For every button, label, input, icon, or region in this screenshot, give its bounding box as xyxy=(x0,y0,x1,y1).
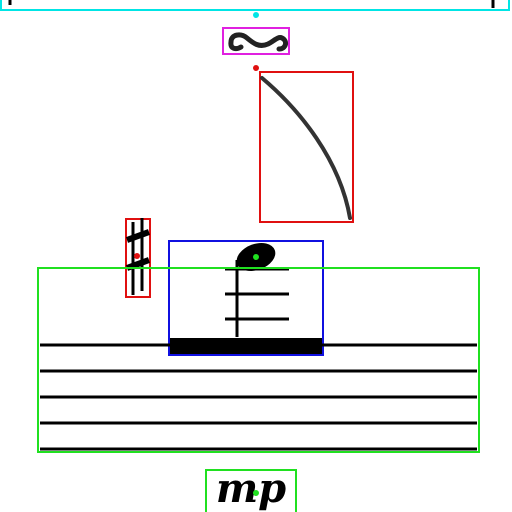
turn-box xyxy=(222,27,290,55)
note xyxy=(168,240,324,356)
dynamic-text: mp xyxy=(216,465,286,512)
turn-icon xyxy=(228,32,289,52)
notehead-anchor xyxy=(253,254,259,260)
sharp-accidental xyxy=(125,218,151,298)
turn-ornament xyxy=(222,27,290,55)
system-anchor xyxy=(253,12,259,18)
dynamic-anchor xyxy=(253,490,259,496)
slur-box xyxy=(259,71,354,223)
slur xyxy=(253,65,354,223)
dynamic-marking: mp xyxy=(205,465,297,512)
sharp-box xyxy=(125,218,151,298)
staff-box xyxy=(37,267,480,453)
staff xyxy=(37,267,480,453)
note-box xyxy=(168,240,324,356)
system-region xyxy=(0,0,510,18)
sharp-anchor xyxy=(134,253,140,259)
system-box xyxy=(0,0,510,11)
slur-curve xyxy=(260,76,352,220)
dynamic-box xyxy=(205,469,297,512)
slur-anchor xyxy=(253,65,259,71)
